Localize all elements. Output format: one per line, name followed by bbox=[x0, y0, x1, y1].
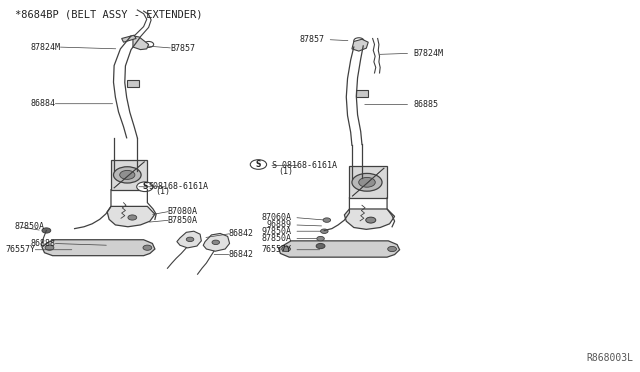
Circle shape bbox=[45, 245, 54, 250]
Text: B7857: B7857 bbox=[170, 44, 195, 52]
Text: S08168-6161A: S08168-6161A bbox=[148, 182, 209, 191]
Circle shape bbox=[352, 173, 382, 191]
Circle shape bbox=[143, 245, 152, 250]
Circle shape bbox=[128, 215, 137, 220]
Circle shape bbox=[323, 218, 331, 222]
Text: B7080A: B7080A bbox=[168, 207, 198, 216]
Text: 87850A: 87850A bbox=[15, 222, 45, 231]
Polygon shape bbox=[204, 234, 230, 251]
Circle shape bbox=[186, 237, 194, 241]
Polygon shape bbox=[177, 231, 202, 248]
Circle shape bbox=[358, 177, 375, 187]
Polygon shape bbox=[278, 241, 399, 257]
Polygon shape bbox=[42, 240, 155, 256]
Text: 86842: 86842 bbox=[228, 250, 253, 259]
Text: 86884: 86884 bbox=[31, 99, 56, 108]
Polygon shape bbox=[356, 90, 368, 97]
Text: 87824M: 87824M bbox=[31, 42, 61, 51]
Polygon shape bbox=[133, 36, 148, 49]
Circle shape bbox=[317, 236, 324, 241]
Text: B7824M: B7824M bbox=[413, 49, 444, 58]
Text: R868003L: R868003L bbox=[586, 353, 633, 363]
Circle shape bbox=[282, 246, 291, 251]
Text: 96889: 96889 bbox=[266, 221, 291, 230]
Text: 87850A: 87850A bbox=[261, 234, 291, 243]
Circle shape bbox=[212, 240, 220, 244]
Bar bbox=[349, 166, 387, 198]
Text: B7850A: B7850A bbox=[168, 216, 198, 225]
Polygon shape bbox=[108, 206, 155, 227]
Text: 87857: 87857 bbox=[300, 35, 324, 44]
Circle shape bbox=[321, 229, 328, 234]
Text: S: S bbox=[142, 182, 148, 191]
Text: (1): (1) bbox=[278, 167, 294, 176]
Polygon shape bbox=[344, 209, 395, 230]
Text: 86885: 86885 bbox=[413, 100, 438, 109]
Text: 76557Y: 76557Y bbox=[261, 245, 291, 254]
Text: 86888: 86888 bbox=[31, 239, 56, 248]
Text: 97850A: 97850A bbox=[261, 227, 291, 236]
Text: (1): (1) bbox=[155, 187, 170, 196]
Circle shape bbox=[42, 228, 51, 233]
Circle shape bbox=[388, 246, 396, 251]
Circle shape bbox=[250, 160, 267, 169]
Text: 86842: 86842 bbox=[228, 229, 253, 238]
Circle shape bbox=[366, 218, 375, 223]
Circle shape bbox=[137, 182, 153, 192]
Circle shape bbox=[113, 167, 141, 183]
Polygon shape bbox=[352, 39, 368, 51]
Circle shape bbox=[365, 217, 376, 223]
Bar bbox=[111, 160, 147, 190]
Circle shape bbox=[120, 170, 135, 179]
Polygon shape bbox=[127, 80, 139, 87]
Text: 87060A: 87060A bbox=[261, 213, 291, 222]
Circle shape bbox=[316, 243, 325, 248]
Text: 76557Y: 76557Y bbox=[6, 245, 36, 254]
Text: *8684BP (BELT ASSY - EXTENDER): *8684BP (BELT ASSY - EXTENDER) bbox=[15, 10, 202, 20]
Polygon shape bbox=[122, 35, 136, 42]
Text: S: S bbox=[256, 160, 261, 169]
Text: S 08168-6161A: S 08168-6161A bbox=[272, 161, 337, 170]
